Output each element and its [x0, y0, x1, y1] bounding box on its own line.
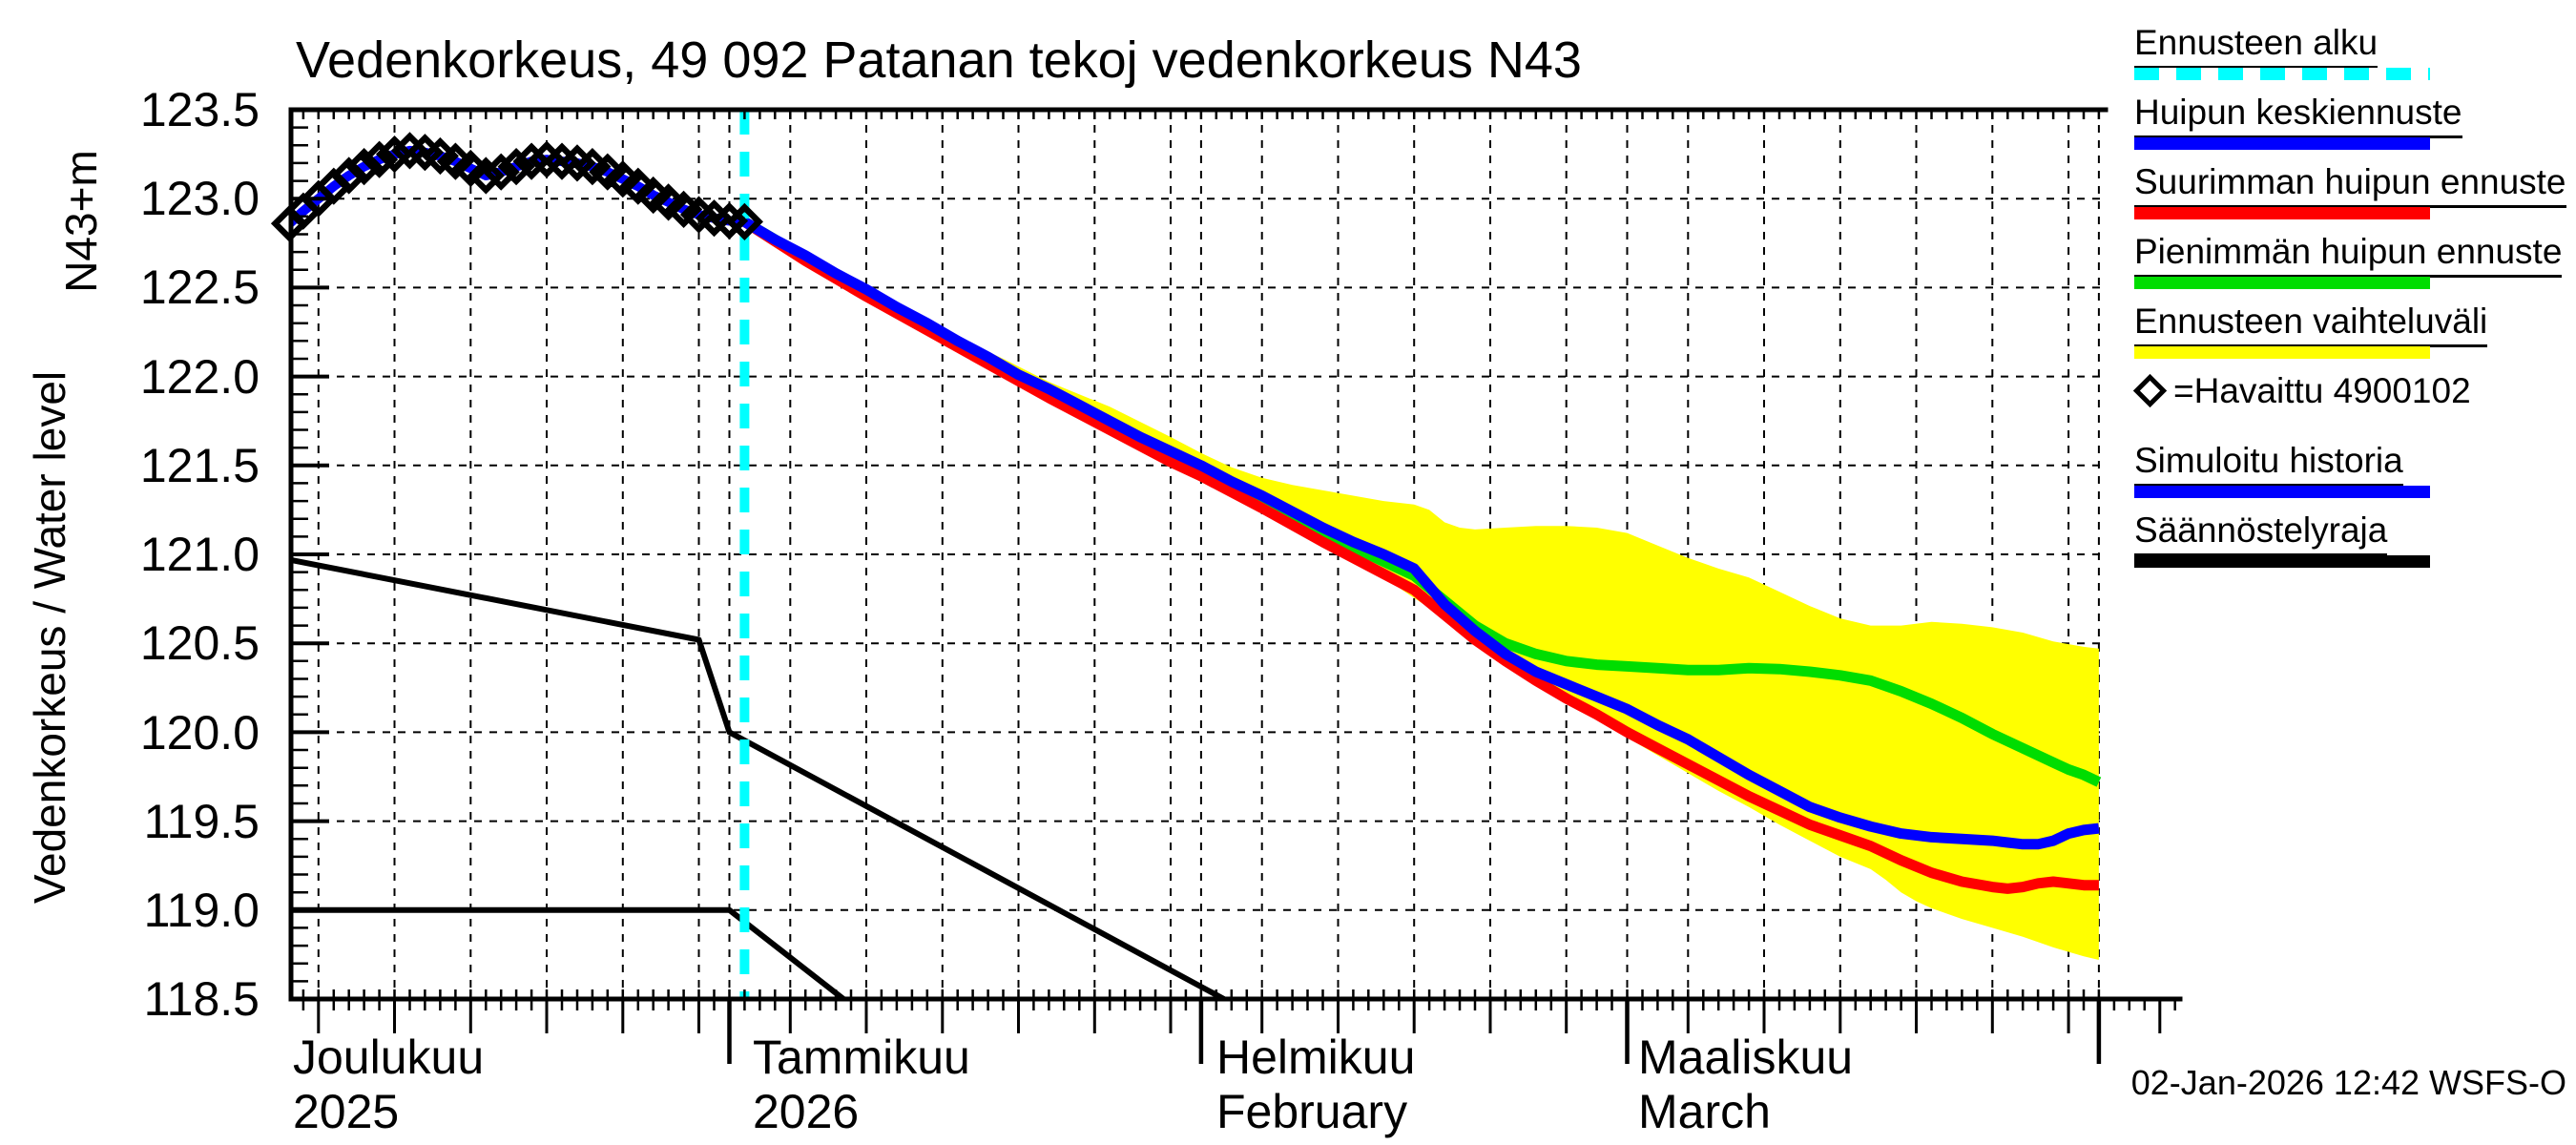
timestamp-watermark: 02-Jan-2026 12:42 WSFS-O [2130, 1063, 2566, 1102]
y-tick-label: 120.0 [139, 706, 260, 760]
y-tick-label: 120.5 [139, 616, 260, 670]
y-tick-label: 121.0 [139, 528, 260, 581]
diamond-marker-icon [2132, 373, 2168, 408]
legend-item-regulation-limit: Säännöstelyraja [2134, 510, 2573, 581]
x-month-label-march: Maaliskuu March [1638, 1030, 1854, 1138]
legend-item-max-peak-forecast: Suurimman huipun ennuste [2134, 162, 2573, 233]
legend-item-mean-peak-forecast: Huipun keskiennuste [2134, 93, 2573, 163]
y-tick-label: 122.5 [139, 260, 260, 314]
x-month-label-february: Helmikuu February [1216, 1030, 1416, 1138]
legend-sample-line [2134, 277, 2430, 289]
legend: Ennusteen alku Huipun keskiennuste Suuri… [2132, 0, 2573, 592]
legend-sample-line [2134, 555, 2430, 568]
y-tick-label: 122.0 [139, 350, 260, 404]
x-month-label-december: Joulukuu 2025 [293, 1030, 485, 1138]
y-tick-label: 119.0 [143, 884, 260, 937]
legend-sample-line [2134, 137, 2430, 150]
legend-item-min-peak-forecast: Pienimmän huipun ennuste [2134, 232, 2573, 302]
legend-item-forecast-range: Ennusteen vaihteluväli [2134, 302, 2573, 372]
y-tick-label: 123.5 [139, 83, 260, 136]
chart-title: Vedenkorkeus, 49 092 Patanan tekoj veden… [296, 31, 1582, 89]
y-tick-label: 119.5 [143, 795, 260, 848]
legend-item-observed: =Havaittu 4900102 [2132, 372, 2573, 442]
y-tick-label: 118.5 [143, 972, 260, 1026]
legend-item-simulated-history: Simuloitu historia [2134, 441, 2573, 511]
x-month-label-january: Tammikuu 2026 [753, 1030, 970, 1138]
legend-sample-line [2134, 207, 2430, 219]
legend-sample-line [2134, 346, 2430, 359]
legend-sample-line [2134, 486, 2430, 498]
legend-item-forecast-start: Ennusteen alku [2134, 23, 2573, 94]
y-tick-label: 121.5 [139, 439, 260, 492]
legend-sample-dashed-line [2134, 68, 2430, 80]
y-tick-label: 123.0 [139, 172, 260, 225]
